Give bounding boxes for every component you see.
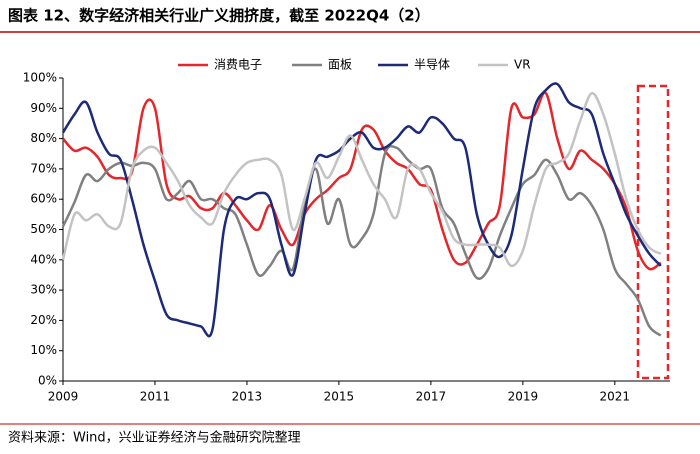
chart-title: 图表 12、数字经济相关行业广义拥挤度，截至 2022Q4（2） (8, 7, 430, 25)
series-line (62, 91, 662, 271)
source-note: 资料来源：Wind，兴业证券经济与金融研究院整理 (8, 430, 301, 446)
legend-label: 消费电子 (214, 58, 262, 72)
x-tick-label: 2013 (232, 390, 263, 404)
x-tick-label: 2017 (416, 390, 447, 404)
y-tick-label: 100% (23, 71, 57, 85)
series-line (61, 82, 662, 338)
x-tick-label: 2021 (600, 390, 631, 404)
y-tick-label: 10% (30, 343, 57, 357)
y-tick-label: 70% (30, 161, 57, 175)
x-tick-label: 2011 (140, 390, 171, 404)
series-line (61, 144, 662, 337)
legend-label: 面板 (328, 58, 352, 72)
y-tick-label: 90% (30, 101, 57, 115)
legend-label: 半导体 (414, 58, 450, 72)
series-line (61, 91, 662, 268)
y-tick-label: 0% (38, 374, 57, 388)
y-tick-label: 20% (30, 313, 57, 327)
legend-label: VR (514, 58, 531, 72)
y-tick-label: 50% (30, 222, 57, 236)
y-tick-label: 80% (30, 131, 57, 145)
y-tick-label: 30% (30, 283, 57, 297)
y-tick-label: 40% (30, 252, 57, 266)
x-tick-label: 2009 (48, 390, 79, 404)
x-tick-label: 2019 (508, 390, 539, 404)
highlight-box (636, 84, 670, 380)
x-tick-label: 2015 (324, 390, 355, 404)
y-tick-label: 60% (30, 192, 57, 206)
